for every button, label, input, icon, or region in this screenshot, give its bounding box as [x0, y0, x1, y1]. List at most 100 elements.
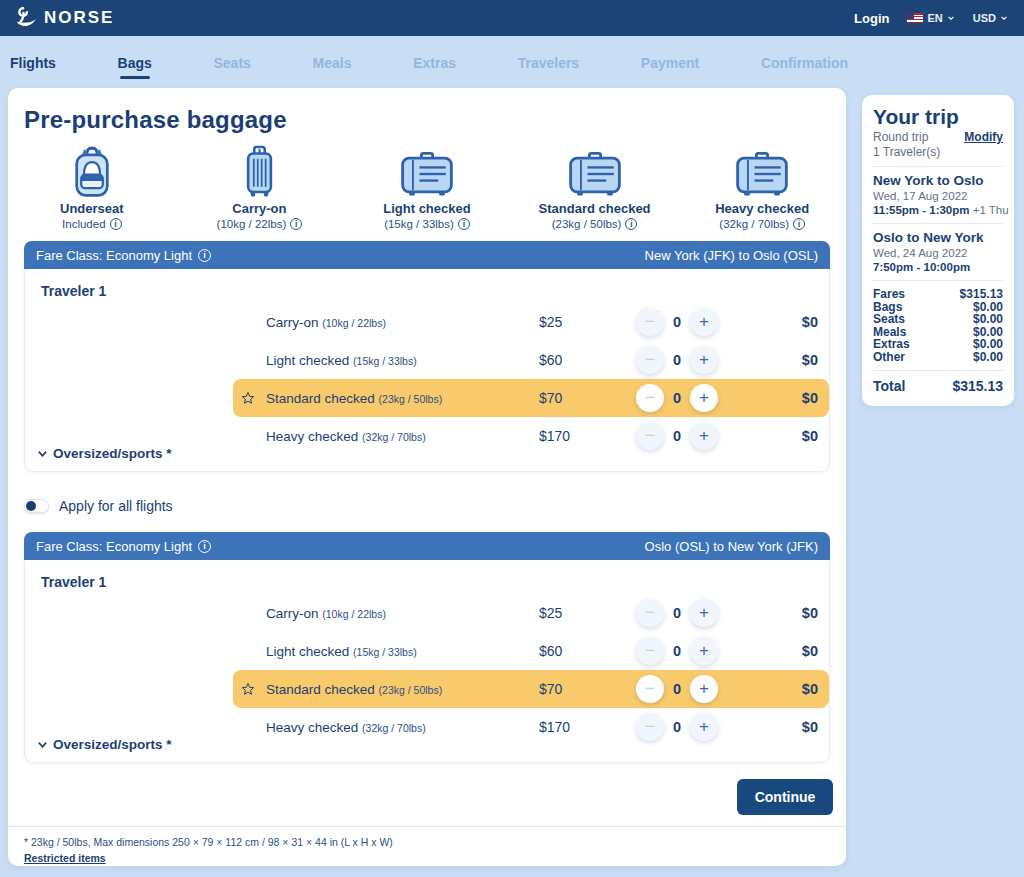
- decrement-button[interactable]: −: [636, 308, 664, 336]
- apply-all-toggle[interactable]: [24, 499, 49, 513]
- restricted-items-link[interactable]: Restricted items: [24, 852, 106, 864]
- divider: [873, 370, 1003, 371]
- bag-row-light-checked: Light checked (15kg / 33lbs) $60 − 0 + $…: [233, 341, 829, 379]
- oversized-label: Oversized/sports *: [53, 737, 172, 752]
- apply-all-toggle-row: Apply for all flights: [24, 498, 846, 514]
- leg-route: Oslo to New York: [873, 231, 1003, 245]
- trip-summary-card: Your trip Round trip Modify 1 Traveler(s…: [862, 95, 1014, 406]
- leg-route: New York to Oslo: [873, 174, 1003, 188]
- tab-extras: Extras: [413, 55, 456, 79]
- info-icon[interactable]: i: [110, 218, 122, 230]
- bag-type-carry-on: Carry-on (10kg / 22lbs)i: [176, 143, 344, 230]
- bag-price: $25: [539, 314, 636, 330]
- bag-total: $0: [718, 643, 829, 659]
- bag-total: $0: [718, 352, 829, 368]
- bag-weight: (15kg / 33lbs): [353, 355, 417, 367]
- increment-button[interactable]: +: [690, 346, 718, 374]
- bag-type-detail: Included: [62, 218, 105, 230]
- bag-price: $170: [539, 719, 636, 735]
- bag-type-name: Heavy checked: [715, 201, 809, 216]
- us-flag-icon: [907, 13, 923, 23]
- trip-summary-title: Your trip: [873, 105, 1003, 128]
- info-icon[interactable]: i: [198, 249, 211, 262]
- bag-total: $0: [718, 681, 829, 697]
- bag-row-carry-on: Carry-on (10kg / 22lbs) $25 − 0 + $0: [233, 303, 829, 341]
- tab-bags[interactable]: Bags: [118, 55, 152, 79]
- traveler-label: Traveler 1: [25, 560, 829, 594]
- fare-class-label: Fare Class: Economy Light: [36, 248, 192, 263]
- bag-type-standard-checked: Standard checked (23kg / 50lbs)i: [511, 143, 679, 230]
- leg-date: Wed, 17 Aug 2022: [873, 190, 1003, 202]
- bag-count: 0: [664, 605, 690, 621]
- info-icon[interactable]: i: [793, 218, 805, 230]
- bag-price: $60: [539, 643, 636, 659]
- leg-time: 11:55pm - 1:30pm: [873, 204, 970, 216]
- info-icon[interactable]: i: [290, 218, 302, 230]
- decrement-button[interactable]: −: [636, 422, 664, 450]
- increment-button[interactable]: +: [690, 308, 718, 336]
- tab-travelers: Travelers: [518, 55, 580, 79]
- continue-button[interactable]: Continue: [737, 779, 833, 815]
- oversized-sports-expander[interactable]: Oversized/sports *: [37, 737, 172, 752]
- modify-link[interactable]: Modify: [964, 130, 1003, 144]
- route-label: New York (JFK) to Oslo (OSL): [645, 248, 818, 263]
- total-value: $315.13: [952, 378, 1003, 394]
- price-row-other: Other$0.00: [873, 351, 1003, 364]
- tab-meals: Meals: [313, 55, 352, 79]
- divider: [873, 223, 1003, 224]
- backpack-icon: [68, 145, 116, 199]
- brand-name: NORSE: [44, 8, 114, 28]
- language-selector[interactable]: EN: [907, 12, 954, 24]
- leg-time-suffix: +1 Thu: [973, 204, 1009, 216]
- increment-button[interactable]: +: [690, 637, 718, 665]
- info-icon[interactable]: i: [458, 218, 470, 230]
- increment-button[interactable]: +: [690, 384, 718, 412]
- language-value: EN: [927, 12, 942, 24]
- baggage-card: Pre-purchase baggage Underseat Includedi: [8, 88, 846, 866]
- quantity-stepper: − 0 +: [636, 637, 718, 665]
- currency-selector[interactable]: USD: [973, 12, 1008, 24]
- bag-count: 0: [664, 719, 690, 735]
- bag-row-standard-checked: Standard checked (23kg / 50lbs) $70 − 0 …: [233, 670, 829, 708]
- bag-weight: (10kg / 22lbs): [322, 608, 386, 620]
- bag-count: 0: [664, 314, 690, 330]
- brand-logo[interactable]: NORSE: [14, 5, 114, 32]
- decrement-button[interactable]: −: [636, 599, 664, 627]
- decrement-button[interactable]: −: [636, 637, 664, 665]
- login-button[interactable]: Login: [854, 11, 889, 26]
- tab-payment: Payment: [641, 55, 699, 79]
- bag-name: Carry-on: [266, 315, 319, 330]
- fare-section-header: Fare Class: Economy Light i Oslo (OSL) t…: [24, 532, 830, 560]
- bag-total: $0: [718, 390, 829, 406]
- tab-flights[interactable]: Flights: [10, 55, 56, 79]
- increment-button[interactable]: +: [690, 422, 718, 450]
- increment-button[interactable]: +: [690, 599, 718, 627]
- increment-button[interactable]: +: [690, 675, 718, 703]
- decrement-button[interactable]: −: [636, 675, 664, 703]
- trip-leg-outbound: New York to Oslo Wed, 17 Aug 2022 11:55p…: [873, 174, 1003, 216]
- baggage-footnote: * 23kg / 50lbs, Max dimensions 250 × 79 …: [8, 827, 846, 848]
- leg-date: Wed, 24 Aug 2022: [873, 247, 1003, 259]
- bag-name: Light checked: [266, 644, 349, 659]
- info-icon[interactable]: i: [198, 540, 211, 553]
- decrement-button[interactable]: −: [636, 713, 664, 741]
- divider: [873, 280, 1003, 281]
- increment-button[interactable]: +: [690, 713, 718, 741]
- bag-type-name: Underseat: [60, 201, 124, 216]
- bag-row-standard-checked: Standard checked (23kg / 50lbs) $70 − 0 …: [233, 379, 829, 417]
- oversized-sports-expander[interactable]: Oversized/sports *: [37, 446, 172, 461]
- chevron-down-icon: [37, 448, 48, 459]
- bag-count: 0: [664, 643, 690, 659]
- bag-type-name: Light checked: [383, 201, 470, 216]
- bag-weight: (32kg / 70lbs): [362, 722, 426, 734]
- decrement-button[interactable]: −: [636, 384, 664, 412]
- tab-confirmation: Confirmation: [761, 55, 848, 79]
- price-row-seats: Seats$0.00: [873, 313, 1003, 326]
- bag-row-carry-on: Carry-on (10kg / 22lbs) $25 − 0 + $0: [233, 594, 829, 632]
- total-row: Total $315.13: [873, 378, 1003, 394]
- divider: [873, 166, 1003, 167]
- norse-logo-icon: [14, 5, 38, 32]
- info-icon[interactable]: i: [625, 218, 637, 230]
- chevron-down-icon: [37, 739, 48, 750]
- decrement-button[interactable]: −: [636, 346, 664, 374]
